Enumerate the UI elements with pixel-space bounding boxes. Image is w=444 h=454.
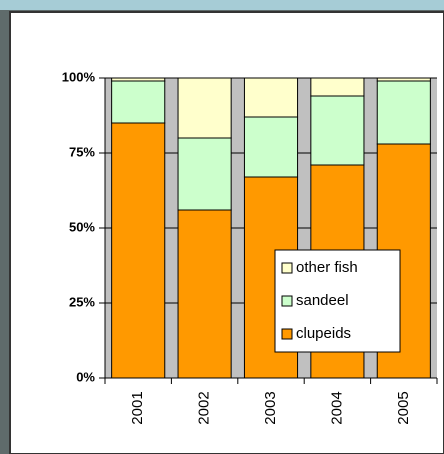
legend-label: clupeids [296,325,351,342]
legend-swatch [281,262,293,274]
bar-segment [111,122,166,379]
x-tick-label: 2004 [328,391,345,424]
bar-segment [111,77,166,82]
bar-segment [310,77,365,97]
bar-segment [243,116,299,178]
bar-segment [177,77,232,139]
x-tick-label: 2001 [129,391,146,424]
x-tick-label: 2003 [262,391,279,424]
y-tick-label: 25% [69,294,95,309]
legend-swatch [281,328,293,340]
bar-segment [376,80,431,145]
x-tick-label: 2002 [196,391,213,424]
bar-segment [310,95,365,166]
bar-segment [177,209,232,379]
y-tick-label: 75% [69,144,95,159]
top-strip [0,0,444,10]
legend-label: sandeel [296,292,349,309]
x-tick-label: 2005 [395,391,412,424]
bar-segment [243,77,299,118]
bar-segment [376,77,431,82]
legend-swatch [281,295,293,307]
y-tick-label: 100% [62,69,96,84]
legend-box [274,249,401,353]
bar-segment [111,80,166,124]
y-tick-label: 50% [69,219,95,234]
legend-label: other fish [296,259,358,276]
bar-segment [177,137,232,211]
y-tick-label: 0% [76,369,95,384]
